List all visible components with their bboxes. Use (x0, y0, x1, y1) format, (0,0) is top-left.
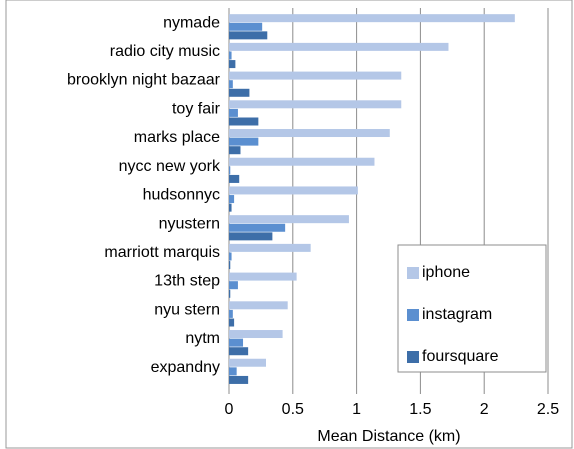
bar (229, 195, 235, 204)
bar (229, 100, 402, 109)
bar (229, 301, 288, 310)
legend-swatch (407, 309, 419, 321)
legend-swatch (407, 351, 419, 363)
x-tick-label: 0 (225, 401, 234, 418)
y-tick-label: brooklyn night bazaar (67, 72, 221, 89)
bar (229, 137, 259, 146)
y-tick-label: toy fair (172, 100, 221, 117)
legend-label: iphone (422, 264, 470, 281)
bar (229, 60, 236, 69)
y-tick-label: hudsonnyc (143, 187, 220, 204)
y-tick-label: nymade (163, 14, 220, 31)
bar (229, 42, 449, 51)
bar (229, 289, 231, 298)
bar (229, 174, 240, 183)
bar (229, 88, 250, 97)
bar (229, 338, 244, 347)
y-tick-label: nytm (185, 330, 220, 347)
x-tick-label: 2 (480, 401, 489, 418)
bar (229, 71, 402, 80)
bar (229, 117, 259, 126)
x-tick-label: 2.5 (537, 401, 559, 418)
bar (229, 186, 358, 195)
bar (229, 281, 238, 290)
bar (229, 215, 349, 224)
y-tick-label: radio city music (110, 43, 220, 60)
bar (229, 129, 390, 138)
bar (229, 166, 231, 175)
x-tick-label: 1 (352, 401, 361, 418)
y-tick-label: marriott marquis (104, 244, 220, 261)
bar (229, 375, 249, 384)
bar (229, 157, 375, 166)
bar (229, 358, 267, 367)
legend-label: instagram (422, 306, 492, 323)
chart-frame (5, 0, 573, 449)
bar (229, 261, 231, 270)
y-tick-label: nycc new york (119, 158, 221, 175)
bar (229, 203, 232, 212)
x-axis-title: Mean Distance (km) (317, 428, 460, 445)
bar (229, 22, 263, 31)
bar (229, 51, 232, 60)
bar (229, 243, 311, 252)
bar (229, 347, 249, 356)
bar (229, 330, 283, 339)
bar (229, 14, 515, 23)
bar (229, 232, 273, 241)
bar (229, 146, 241, 155)
y-tick-label: 13th step (154, 273, 220, 290)
legend-swatch (407, 267, 419, 279)
y-tick-label: marks place (134, 129, 220, 146)
bar (229, 80, 233, 89)
bar (229, 31, 268, 40)
x-tick-label: 0.5 (282, 401, 304, 418)
bar (229, 309, 233, 318)
bar (229, 272, 297, 281)
bar (229, 367, 237, 376)
legend-box (397, 244, 547, 373)
y-tick-label: expandny (151, 359, 220, 376)
legend-label: foursquare (422, 348, 499, 365)
bar (229, 318, 235, 327)
bar (229, 252, 232, 261)
bar (229, 108, 238, 117)
y-tick-label: nyu stern (154, 301, 220, 318)
x-tick-label: 1.5 (409, 401, 431, 418)
bar (229, 223, 286, 232)
y-tick-label: nyustern (159, 215, 220, 232)
